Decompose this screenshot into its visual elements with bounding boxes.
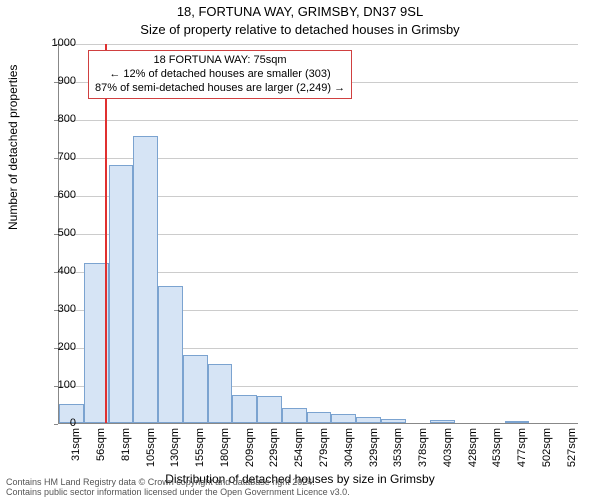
- x-tick-label: 378sqm: [417, 428, 429, 468]
- y-tick-mark: [54, 158, 58, 159]
- y-tick-mark: [54, 196, 58, 197]
- annotation-line: 87% of semi-detached houses are larger (…: [95, 82, 345, 96]
- y-tick-mark: [54, 386, 58, 387]
- y-tick-label: 200: [36, 341, 76, 353]
- y-tick-label: 400: [36, 265, 76, 277]
- chart-subtitle: Size of property relative to detached ho…: [0, 22, 600, 37]
- x-tick-label: 130sqm: [169, 428, 181, 468]
- y-tick-mark: [54, 272, 58, 273]
- x-tick-label: 502sqm: [541, 428, 553, 468]
- x-tick-label: 105sqm: [145, 428, 157, 468]
- plot-area: [58, 44, 578, 424]
- histogram-bar: [282, 408, 307, 423]
- annotation-box: 18 FORTUNA WAY: 75sqm← 12% of detached h…: [88, 50, 352, 99]
- histogram-bar: [109, 165, 134, 423]
- y-tick-mark: [54, 424, 58, 425]
- histogram-bar: [208, 364, 233, 423]
- x-tick-label: 209sqm: [244, 428, 256, 468]
- y-tick-label: 900: [36, 75, 76, 87]
- y-tick-label: 800: [36, 113, 76, 125]
- histogram-bar: [356, 417, 381, 423]
- x-tick-label: 180sqm: [219, 428, 231, 468]
- reference-line: [105, 44, 107, 423]
- address-title: 18, FORTUNA WAY, GRIMSBY, DN37 9SL: [0, 4, 600, 19]
- histogram-bar: [331, 414, 356, 424]
- x-tick-label: 527sqm: [566, 428, 578, 468]
- y-tick-mark: [54, 44, 58, 45]
- x-tick-label: 353sqm: [392, 428, 404, 468]
- y-tick-label: 700: [36, 151, 76, 163]
- y-tick-label: 600: [36, 189, 76, 201]
- histogram-bar: [307, 412, 332, 423]
- y-tick-mark: [54, 234, 58, 235]
- y-tick-mark: [54, 310, 58, 311]
- histogram-bar: [257, 396, 282, 423]
- y-tick-label: 1000: [36, 37, 76, 49]
- x-tick-label: 428sqm: [467, 428, 479, 468]
- histogram-bar: [381, 419, 406, 423]
- histogram-bar: [133, 136, 158, 423]
- x-tick-label: 229sqm: [268, 428, 280, 468]
- y-tick-mark: [54, 82, 58, 83]
- histogram-bar: [430, 420, 455, 423]
- footer-line-2: Contains public sector information licen…: [6, 488, 350, 498]
- y-axis-label: Number of detached properties: [6, 65, 20, 230]
- histogram-bar: [158, 286, 183, 423]
- histogram-bar: [183, 355, 208, 423]
- x-tick-label: 254sqm: [293, 428, 305, 468]
- chart-container: 18, FORTUNA WAY, GRIMSBY, DN37 9SL Size …: [0, 0, 600, 500]
- gridline: [59, 44, 578, 45]
- x-tick-label: 477sqm: [516, 428, 528, 468]
- x-tick-label: 329sqm: [368, 428, 380, 468]
- x-tick-label: 453sqm: [491, 428, 503, 468]
- x-tick-label: 304sqm: [343, 428, 355, 468]
- y-tick-label: 500: [36, 227, 76, 239]
- y-tick-label: 100: [36, 379, 76, 391]
- y-tick-mark: [54, 348, 58, 349]
- x-tick-label: 31sqm: [70, 428, 82, 468]
- y-tick-label: 300: [36, 303, 76, 315]
- annotation-line: 18 FORTUNA WAY: 75sqm: [95, 54, 345, 68]
- x-tick-label: 155sqm: [194, 428, 206, 468]
- x-tick-label: 403sqm: [442, 428, 454, 468]
- histogram-bar: [505, 421, 530, 423]
- x-tick-label: 81sqm: [120, 428, 132, 468]
- histogram-bar: [232, 395, 257, 424]
- gridline: [59, 120, 578, 121]
- attribution-footer: Contains HM Land Registry data © Crown c…: [6, 478, 350, 498]
- y-tick-mark: [54, 120, 58, 121]
- x-tick-label: 279sqm: [318, 428, 330, 468]
- annotation-line: ← 12% of detached houses are smaller (30…: [95, 68, 345, 82]
- x-tick-label: 56sqm: [95, 428, 107, 468]
